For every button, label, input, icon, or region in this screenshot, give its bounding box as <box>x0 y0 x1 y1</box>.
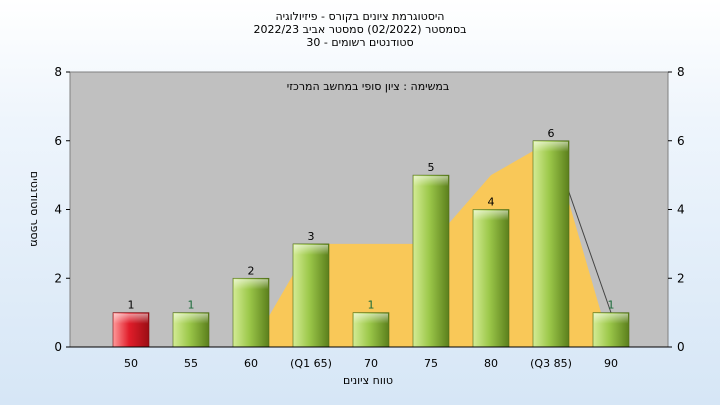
x-tick-label-0: 50 <box>124 357 138 370</box>
bar-3 <box>292 243 330 348</box>
y-tick-label-right-0: 0 <box>677 340 685 354</box>
y-tick-label-right-1: 2 <box>677 271 685 285</box>
bar-shine-8 <box>594 313 628 324</box>
bar-shine-4 <box>354 313 388 324</box>
bar-value-label-7: 6 <box>548 127 555 140</box>
x-tick-label-8: 90 <box>604 357 618 370</box>
bar-value-label-4: 1 <box>368 299 375 312</box>
bar-value-label-5: 5 <box>428 161 435 174</box>
y-tick-label-left-3: 6 <box>54 134 62 148</box>
title-line-2: בסמסטר (02/2022) סמסטר אביב 2022/23 <box>253 23 467 36</box>
bar-7 <box>532 140 570 348</box>
bar-2 <box>232 277 270 348</box>
chart-annotation: במשימה : ציון סופי במחשב המרכזי <box>287 80 450 93</box>
x-axis-label: טווח ציונים <box>343 374 393 387</box>
x-tick-label-5: 75 <box>424 357 438 370</box>
y-tick-label-left-4: 8 <box>54 65 62 79</box>
bar-shine-6 <box>474 210 508 221</box>
bar-shine-2 <box>234 279 268 290</box>
title-line-3: סטודנטים רשומים - 30 <box>306 36 414 49</box>
bar-value-label-2: 2 <box>248 264 255 277</box>
x-tick-label-2: 60 <box>244 357 258 370</box>
bar-value-label-0: 1 <box>128 299 135 312</box>
x-tick-label-7: (Q3 85) <box>530 357 572 370</box>
bar-value-label-6: 4 <box>488 196 495 209</box>
bar-shine-7 <box>534 141 568 152</box>
y-tick-label-left-1: 2 <box>54 271 62 285</box>
x-tick-label-6: 80 <box>484 357 498 370</box>
bar-shine-3 <box>294 244 328 255</box>
y-tick-label-left-0: 0 <box>54 340 62 354</box>
y-tick-label-left-2: 4 <box>54 203 62 217</box>
bar-value-label-8: 1 <box>608 299 615 312</box>
x-tick-label-4: 70 <box>364 357 378 370</box>
x-tick-label-3: (Q1 65) <box>290 357 332 370</box>
bar-5 <box>412 174 450 348</box>
bar-shine-5 <box>414 176 448 187</box>
y-axis-label: מספר סטודנטים <box>28 171 41 247</box>
y-tick-label-right-2: 4 <box>677 203 685 217</box>
x-tick-label-1: 55 <box>184 357 198 370</box>
bar-shine-1 <box>174 313 208 324</box>
bar-value-label-1: 1 <box>188 299 195 312</box>
title-line-1: היסטוגרמת ציונים בקורס - פיזיולוגיה <box>275 10 445 23</box>
y-tick-label-right-4: 8 <box>677 65 685 79</box>
bar-6 <box>472 209 510 348</box>
bar-value-label-3: 3 <box>308 230 315 243</box>
chart-title-block: היסטוגרמת ציונים בקורס - פיזיולוגיה בסמס… <box>0 10 720 49</box>
bar-shine-0 <box>114 313 148 324</box>
y-tick-label-right-3: 6 <box>677 134 685 148</box>
